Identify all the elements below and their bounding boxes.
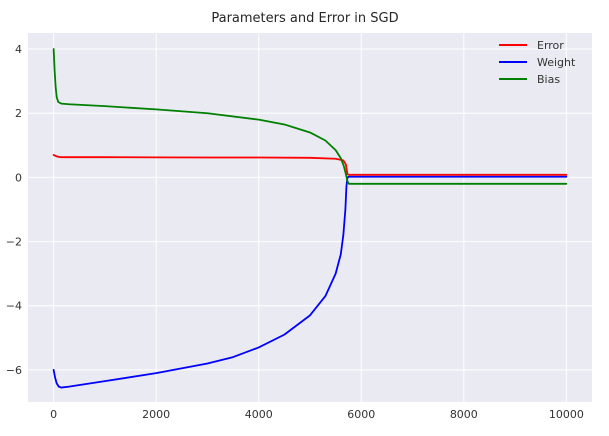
x-tick-label: 4000 (245, 408, 273, 421)
y-tick-label: 0 (15, 171, 22, 184)
legend-label-error: Error (537, 39, 564, 52)
y-tick-label: −4 (6, 300, 22, 313)
legend-label-weight: Weight (537, 56, 576, 69)
y-tick-label: 2 (15, 107, 22, 120)
chart-title: Parameters and Error in SGD (211, 11, 398, 26)
x-tick-label: 8000 (450, 408, 478, 421)
y-tick-label: 4 (15, 43, 22, 56)
plot-area (28, 33, 592, 402)
legend: Error Weight Bias (499, 39, 576, 86)
series-line-weight (52, 175, 568, 389)
y-tick-label: −2 (6, 236, 22, 249)
y-axis-ticks: −6 −4 −2 0 2 4 (6, 43, 22, 377)
x-tick-label: 2000 (142, 408, 170, 421)
x-tick-label: 0 (50, 408, 57, 421)
x-axis-ticks: 0 2000 4000 6000 8000 10000 (50, 408, 584, 421)
y-tick-label: −6 (6, 364, 22, 377)
series-line-error (52, 154, 568, 176)
x-tick-label: 6000 (347, 408, 375, 421)
legend-label-bias: Bias (537, 73, 560, 86)
series-lines (52, 48, 568, 389)
series-line-bias (52, 48, 568, 185)
x-tick-label: 10000 (549, 408, 584, 421)
grid-lines (28, 33, 592, 402)
